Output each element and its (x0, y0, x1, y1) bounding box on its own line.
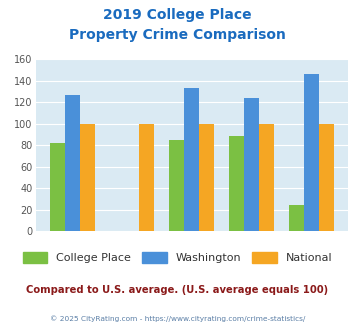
Bar (199, 124, 214, 231)
Bar (140, 124, 154, 231)
Bar (304, 74, 319, 231)
Legend: College Place, Washington, National: College Place, Washington, National (23, 252, 332, 263)
Bar (289, 205, 304, 231)
Bar (169, 140, 184, 231)
Bar (319, 124, 334, 231)
Text: Property Crime Comparison: Property Crime Comparison (69, 28, 286, 42)
Bar (229, 136, 244, 231)
Bar (65, 95, 80, 231)
Bar (184, 88, 199, 231)
Text: 2019 College Place: 2019 College Place (103, 8, 252, 22)
Text: © 2025 CityRating.com - https://www.cityrating.com/crime-statistics/: © 2025 CityRating.com - https://www.city… (50, 315, 305, 322)
Bar (244, 98, 259, 231)
Bar (80, 124, 94, 231)
Bar (259, 124, 274, 231)
Text: Compared to U.S. average. (U.S. average equals 100): Compared to U.S. average. (U.S. average … (26, 285, 329, 295)
Bar (50, 143, 65, 231)
